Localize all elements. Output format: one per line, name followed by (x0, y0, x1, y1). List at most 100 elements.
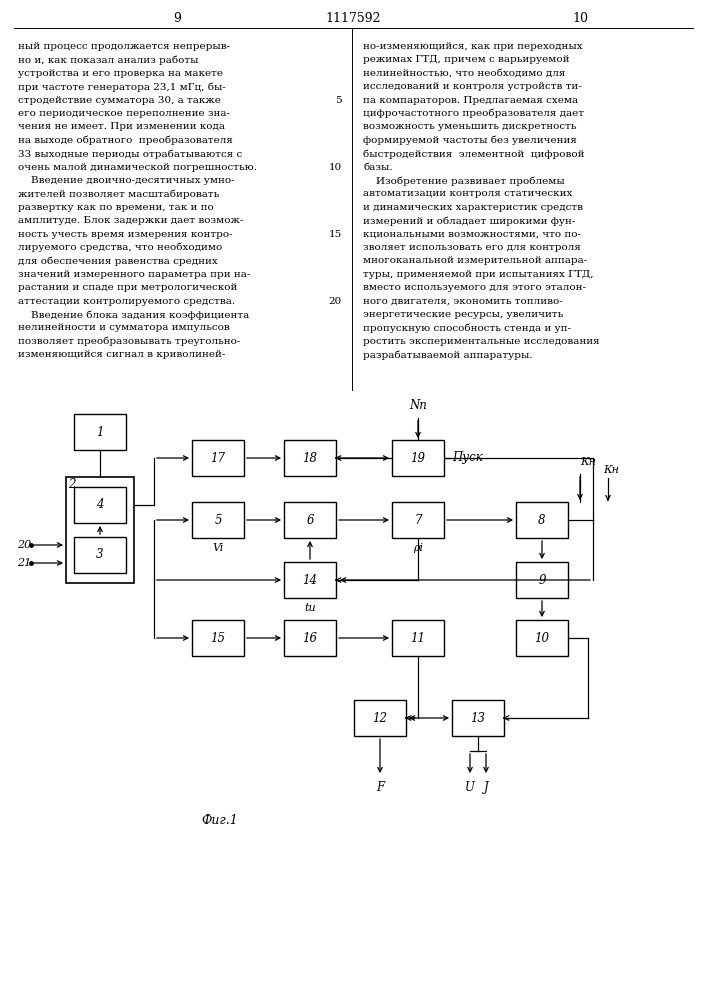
FancyBboxPatch shape (392, 502, 444, 538)
Text: и динамических характеристик средств: и динамических характеристик средств (363, 203, 583, 212)
FancyBboxPatch shape (192, 502, 244, 538)
FancyBboxPatch shape (192, 620, 244, 656)
Text: Изобретение развивает проблемы: Изобретение развивает проблемы (363, 176, 565, 186)
Text: быстродействия  элементной  цифровой: быстродействия элементной цифровой (363, 149, 585, 159)
Text: Кн: Кн (580, 457, 596, 467)
Text: позволяет преобразовывать треугольно-: позволяет преобразовывать треугольно- (18, 337, 240, 346)
Text: исследований и контроля устройств ти-: исследований и контроля устройств ти- (363, 82, 582, 91)
Text: 15: 15 (211, 632, 226, 645)
Text: 15: 15 (329, 230, 342, 239)
Text: чения не имеет. При изменении кода: чения не имеет. При изменении кода (18, 122, 225, 131)
Text: 20: 20 (329, 297, 342, 306)
Text: 19: 19 (411, 452, 426, 464)
FancyBboxPatch shape (354, 700, 406, 736)
FancyBboxPatch shape (516, 620, 568, 656)
Text: туры, применяемой при испытаниях ГТД,: туры, применяемой при испытаниях ГТД, (363, 270, 593, 279)
Text: базы.: базы. (363, 163, 392, 172)
Text: 3: 3 (96, 548, 104, 562)
Text: возможность уменьшить дискретность: возможность уменьшить дискретность (363, 122, 576, 131)
Text: 21: 21 (17, 558, 31, 568)
Text: 10: 10 (572, 11, 588, 24)
Text: пропускную способность стенда и уп-: пропускную способность стенда и уп- (363, 323, 571, 333)
Text: энергетические ресурсы, увеличить: энергетические ресурсы, увеличить (363, 310, 563, 319)
Text: 18: 18 (303, 452, 317, 464)
Text: 9: 9 (173, 11, 181, 24)
Text: Введение блока задания коэффициента: Введение блока задания коэффициента (18, 310, 250, 320)
Text: растании и спаде при метрологической: растании и спаде при метрологической (18, 283, 238, 292)
Text: ность учесть время измерения контро-: ность учесть время измерения контро- (18, 230, 233, 239)
Text: автоматизации контроля статических: автоматизации контроля статических (363, 189, 573, 198)
Text: амплитуде. Блок задержки дает возмож-: амплитуде. Блок задержки дает возмож- (18, 216, 243, 225)
FancyBboxPatch shape (74, 487, 126, 523)
FancyBboxPatch shape (392, 440, 444, 476)
Text: устройства и его проверка на макете: устройства и его проверка на макете (18, 69, 223, 78)
Text: зволяет использовать его для контроля: зволяет использовать его для контроля (363, 243, 581, 252)
Text: ρi: ρi (413, 543, 423, 553)
Text: Кн: Кн (603, 465, 619, 475)
Text: 33 выходные периоды отрабатываются с: 33 выходные периоды отрабатываются с (18, 149, 243, 159)
Text: 7: 7 (414, 514, 422, 526)
FancyBboxPatch shape (284, 620, 336, 656)
Text: значений измеренного параметра при на-: значений измеренного параметра при на- (18, 270, 250, 279)
Text: tu: tu (304, 603, 316, 613)
FancyBboxPatch shape (74, 414, 126, 450)
Text: 16: 16 (303, 632, 317, 645)
Text: на выходе обратного  преобразователя: на выходе обратного преобразователя (18, 136, 233, 145)
Text: но-изменяющийся, как при переходных: но-изменяющийся, как при переходных (363, 42, 583, 51)
Text: 1117592: 1117592 (325, 11, 381, 24)
Text: 6: 6 (306, 514, 314, 526)
Text: Пуск: Пуск (452, 452, 483, 464)
Text: 20: 20 (17, 540, 31, 550)
Text: развертку как по времени, так и по: развертку как по времени, так и по (18, 203, 214, 212)
Text: разрабатываемой аппаратуры.: разрабатываемой аппаратуры. (363, 350, 532, 360)
Text: жителей позволяет масштабировать: жителей позволяет масштабировать (18, 189, 219, 199)
Text: 9: 9 (538, 574, 546, 586)
Text: F: F (376, 781, 384, 794)
FancyBboxPatch shape (452, 700, 504, 736)
Text: для обеспечения равенства средних: для обеспечения равенства средних (18, 256, 218, 266)
Text: 5: 5 (335, 96, 342, 105)
Text: режимах ГТД, причем с варьируемой: режимах ГТД, причем с варьируемой (363, 55, 570, 64)
Text: 13: 13 (470, 712, 486, 724)
Text: 10: 10 (534, 632, 549, 645)
Text: кциональными возможностями, что по-: кциональными возможностями, что по- (363, 230, 581, 239)
Text: вместо используемого для этого эталон-: вместо используемого для этого эталон- (363, 283, 586, 292)
Text: нелинейности и сумматора импульсов: нелинейности и сумматора импульсов (18, 323, 230, 332)
Text: 14: 14 (303, 574, 317, 586)
Text: ный процесс продолжается непрерыв-: ный процесс продолжается непрерыв- (18, 42, 230, 51)
Text: U: U (465, 781, 475, 794)
FancyBboxPatch shape (284, 502, 336, 538)
Text: Vi: Vi (212, 543, 223, 553)
Text: 12: 12 (373, 712, 387, 724)
Text: 5: 5 (214, 514, 222, 526)
Text: стродействие сумматора 30, а также: стродействие сумматора 30, а также (18, 96, 221, 105)
Text: 2: 2 (68, 478, 76, 491)
Text: при частоте генератора 23,1 мГц, бы-: при частоте генератора 23,1 мГц, бы- (18, 82, 226, 92)
Text: нелинейностью, что необходимо для: нелинейностью, что необходимо для (363, 69, 566, 78)
Text: 1: 1 (96, 426, 104, 438)
FancyBboxPatch shape (516, 562, 568, 598)
Text: его периодическое переполнение зна-: его периодическое переполнение зна- (18, 109, 230, 118)
Text: изменяющийся сигнал в криволиней-: изменяющийся сигнал в криволиней- (18, 350, 226, 359)
Text: 8: 8 (538, 514, 546, 526)
Text: многоканальной измерительной аппара-: многоканальной измерительной аппара- (363, 256, 588, 265)
FancyBboxPatch shape (74, 537, 126, 573)
Text: лируемого средства, что необходимо: лируемого средства, что необходимо (18, 243, 222, 252)
Text: ного двигателя, экономить топливо-: ного двигателя, экономить топливо- (363, 297, 563, 306)
Text: измерений и обладает широкими фун-: измерений и обладает широкими фун- (363, 216, 575, 226)
FancyBboxPatch shape (192, 440, 244, 476)
Text: формируемой частоты без увеличения: формируемой частоты без увеличения (363, 136, 577, 145)
Text: Фиг.1: Фиг.1 (201, 814, 238, 826)
Text: но и, как показал анализ работы: но и, как показал анализ работы (18, 55, 199, 65)
Text: очень малой динамической погрешностью.: очень малой динамической погрешностью. (18, 163, 257, 172)
Text: J: J (484, 781, 489, 794)
Text: аттестации контролируемого средства.: аттестации контролируемого средства. (18, 297, 235, 306)
Text: Nп: Nп (409, 399, 427, 412)
Text: цифрочастотного преобразователя дает: цифрочастотного преобразователя дает (363, 109, 584, 118)
Text: ростить экспериментальные исследования: ростить экспериментальные исследования (363, 337, 600, 346)
FancyBboxPatch shape (392, 620, 444, 656)
Text: 11: 11 (411, 632, 426, 645)
FancyBboxPatch shape (284, 440, 336, 476)
FancyBboxPatch shape (516, 502, 568, 538)
Text: па компараторов. Предлагаемая схема: па компараторов. Предлагаемая схема (363, 96, 578, 105)
